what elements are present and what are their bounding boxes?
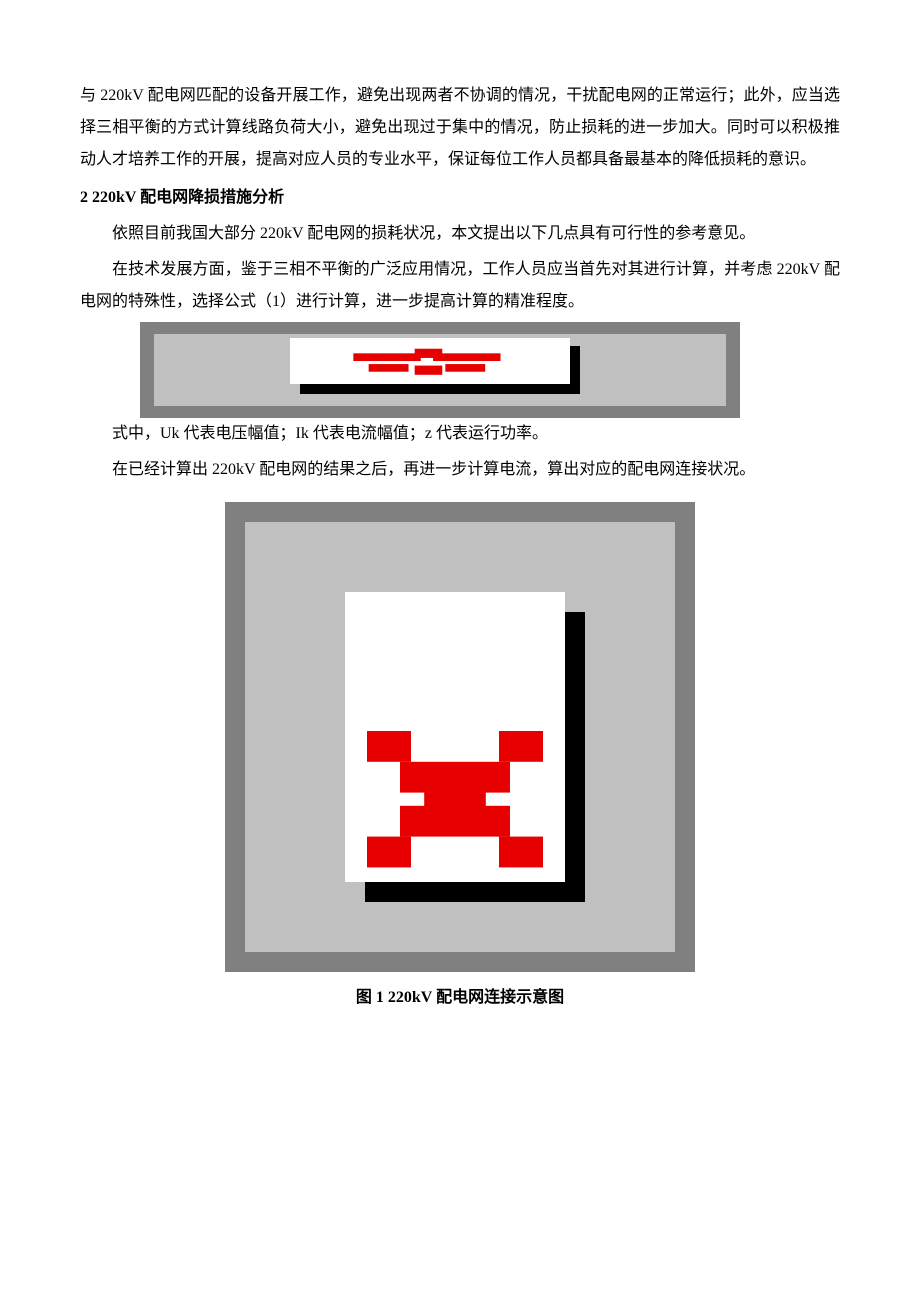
document-page: 与 220kV 配电网匹配的设备开展工作，避免出现两者不协调的情况，干扰配电网的… bbox=[0, 0, 920, 1054]
section-heading: 2 220kV 配电网降损措施分析 bbox=[80, 182, 840, 214]
figure-panel bbox=[290, 338, 570, 384]
formula-figure bbox=[140, 322, 740, 418]
paragraph: 在技术发展方面，鉴于三相不平衡的广泛应用情况，工作人员应当首先对其进行计算，并考… bbox=[80, 254, 840, 318]
diagram-figure bbox=[225, 502, 695, 972]
broken-image-icon bbox=[290, 338, 570, 384]
figure-caption: 图 1 220kV 配电网连接示意图 bbox=[80, 982, 840, 1014]
paragraph-continuation: 与 220kV 配电网匹配的设备开展工作，避免出现两者不协调的情况，干扰配电网的… bbox=[80, 80, 840, 176]
figure-panel bbox=[345, 592, 565, 882]
paragraph: 依照目前我国大部分 220kV 配电网的损耗状况，本文提出以下几点具有可行性的参… bbox=[80, 218, 840, 250]
paragraph: 在已经计算出 220kV 配电网的结果之后，再进一步计算电流，算出对应的配电网连… bbox=[80, 454, 840, 486]
paragraph: 式中，Uk 代表电压幅值；Ik 代表电流幅值；z 代表运行功率。 bbox=[80, 418, 840, 450]
broken-image-icon bbox=[345, 652, 565, 942]
